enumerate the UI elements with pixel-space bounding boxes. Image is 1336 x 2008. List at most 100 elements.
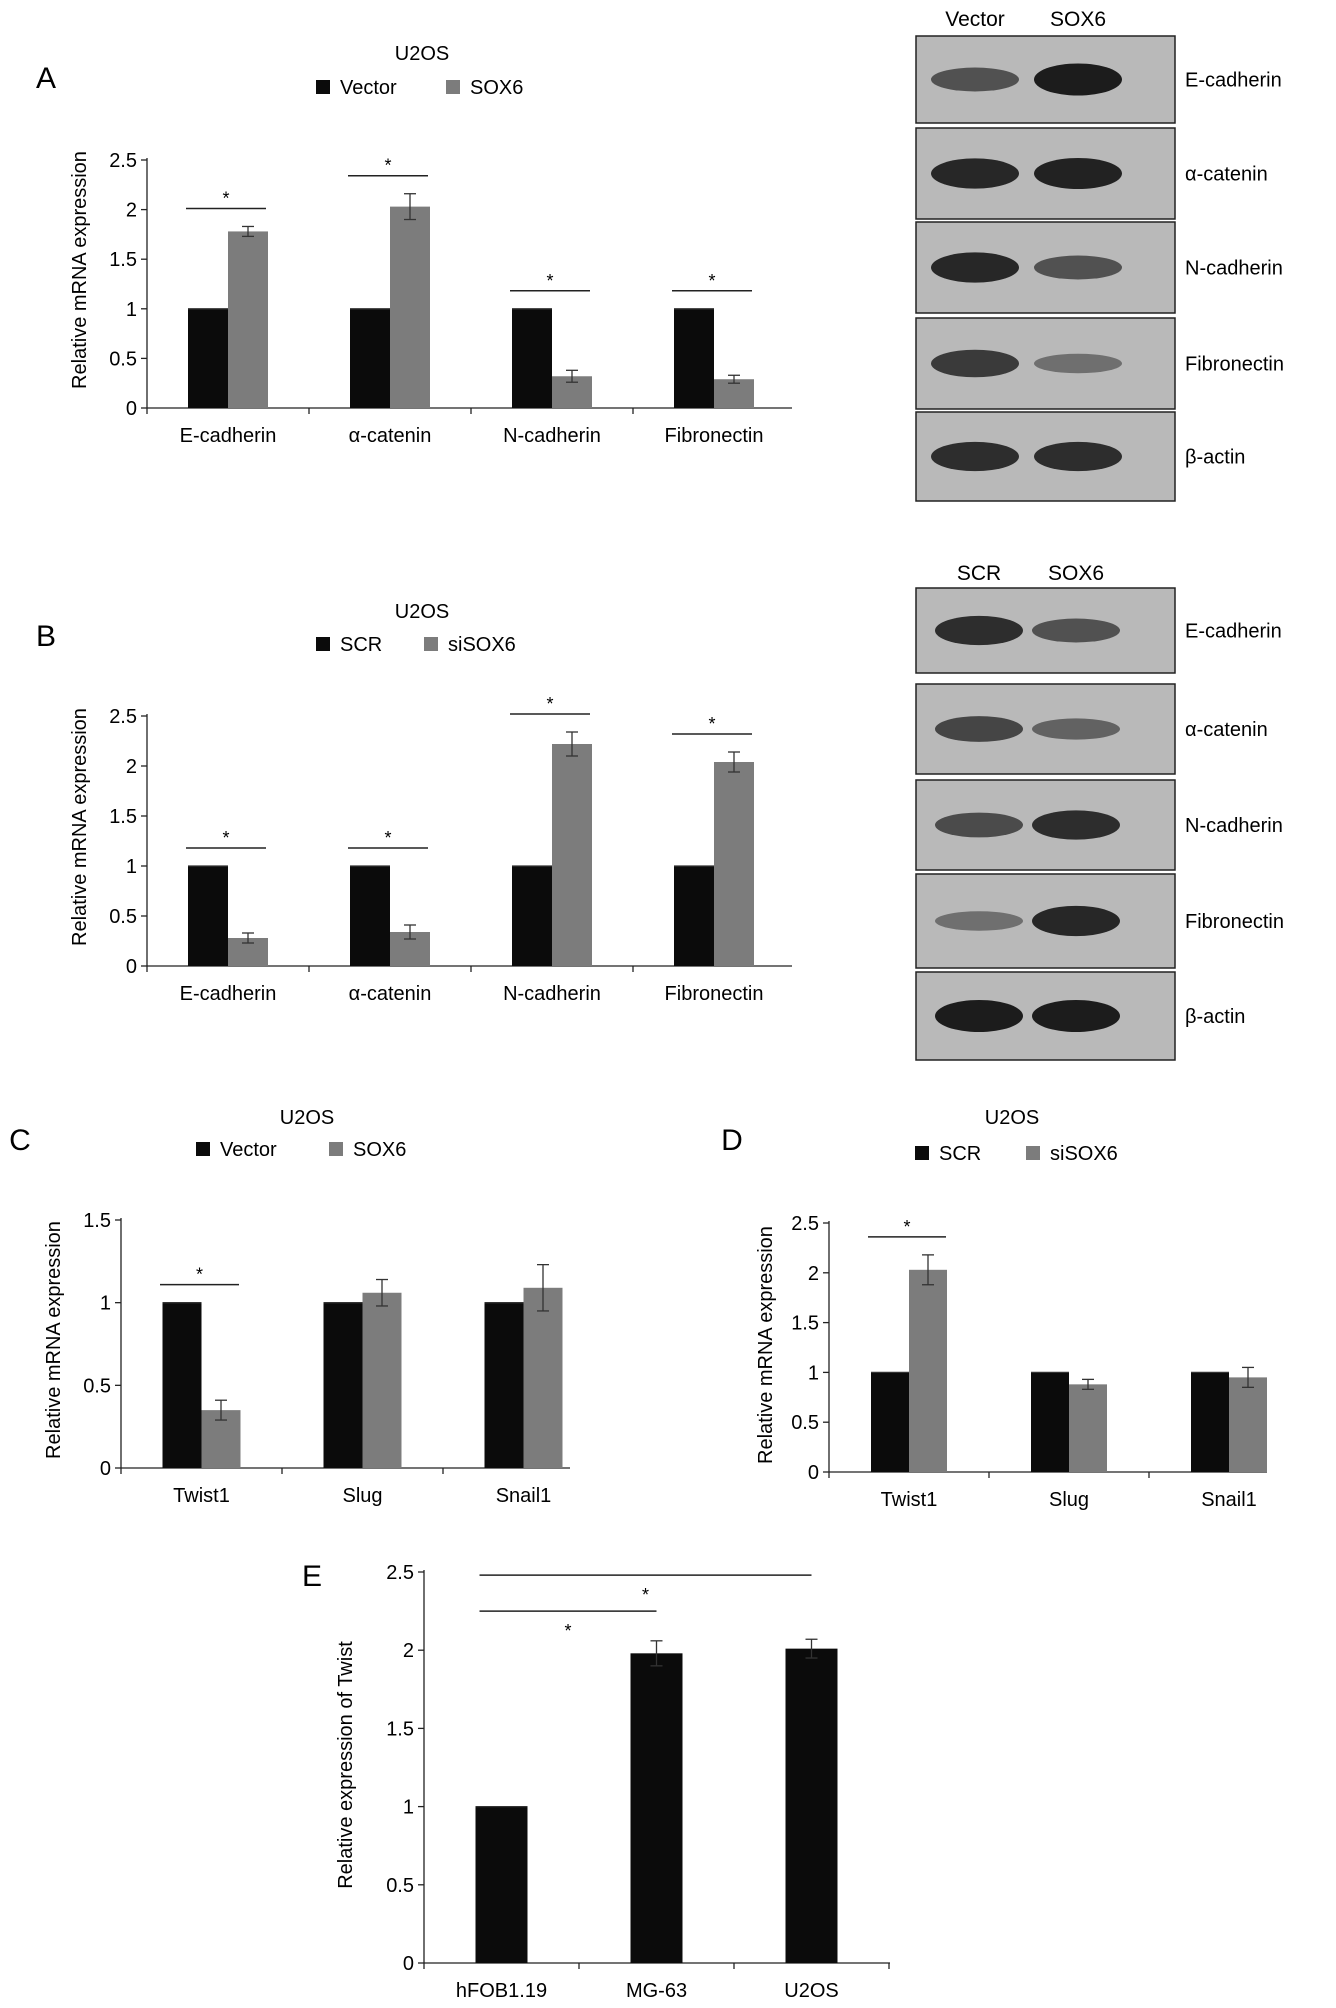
y-tick-label: 2.5 — [109, 150, 137, 172]
y-tick-label: 2 — [126, 200, 137, 222]
y-tick-label: 0.5 — [791, 1412, 819, 1434]
y-tick-label: 2 — [403, 1640, 414, 1662]
blot-column-label: SOX6 — [1048, 562, 1104, 585]
blot-row-label: E-cadherin — [1185, 621, 1282, 643]
y-axis-label: Relative mRNA expression — [69, 151, 91, 389]
blot-band — [935, 615, 1023, 646]
bar-sox6 — [390, 206, 430, 408]
legend-swatch — [1026, 1146, 1040, 1160]
legend-swatch — [329, 1142, 343, 1156]
bar-scr — [871, 1372, 909, 1472]
chart-title: U2OS — [395, 601, 449, 623]
significance-star: * — [642, 1585, 649, 1605]
y-tick-label: 1 — [126, 856, 137, 878]
blot-band — [931, 67, 1019, 92]
blot-band — [931, 158, 1019, 189]
x-tick-label: E-cadherin — [180, 983, 277, 1005]
y-tick-label: 0.5 — [83, 1375, 111, 1397]
blot-column-label: SCR — [957, 562, 1001, 585]
bar-vector — [188, 308, 228, 408]
y-tick-label: 1.5 — [109, 249, 137, 271]
bar-sisox6 — [714, 762, 754, 966]
blot-column-label: SOX6 — [1050, 8, 1106, 31]
y-tick-label: 1.5 — [83, 1210, 111, 1232]
y-tick-label: 2 — [808, 1263, 819, 1285]
significance-star: * — [384, 828, 391, 848]
y-tick-label: 1 — [808, 1362, 819, 1384]
bar-sisox6 — [1069, 1384, 1107, 1472]
y-tick-label: 0.5 — [386, 1875, 414, 1897]
legend-label: SOX6 — [470, 77, 523, 99]
legend-label: siSOX6 — [1050, 1143, 1118, 1165]
significance-star: * — [546, 694, 553, 714]
y-axis-label: Relative mRNA expression — [755, 1226, 777, 1464]
legend-swatch — [915, 1146, 929, 1160]
significance-star: * — [222, 828, 229, 848]
chart-panel-a: A U2OS Vector SOX6 Relative mRNA expression 0… — [36, 43, 792, 447]
blot-band — [935, 716, 1023, 742]
blot-row-label: α-catenin — [1185, 719, 1268, 741]
blot-panel-a: Vector SOX6 E-cadherin α-catenin N-cadherin F… — [915, 8, 1284, 502]
x-tick-label: α-catenin — [349, 425, 432, 447]
x-tick-label: hFOB1.19 — [456, 1980, 547, 2002]
blot-row-label: Fibronectin — [1185, 354, 1284, 376]
blot-panel-b: SCR SOX6 E-cadherin α-catenin N-cadherin Fibr… — [915, 562, 1284, 1061]
blot-row-label: N-cadherin — [1185, 258, 1283, 280]
bar-sox6 — [714, 379, 754, 408]
bar-sox6 — [362, 1292, 402, 1468]
panel-letter: D — [721, 1124, 743, 1157]
y-tick-label: 1 — [126, 299, 137, 321]
bar-vector — [350, 308, 390, 408]
legend-swatch — [446, 80, 460, 94]
blot-column-label: Vector — [945, 8, 1005, 31]
blot-band — [931, 252, 1019, 283]
blot-band — [935, 1000, 1023, 1032]
bar-sox6 — [523, 1287, 563, 1468]
x-tick-label: E-cadherin — [180, 425, 277, 447]
chart-title: U2OS — [280, 1107, 334, 1129]
significance-star: * — [546, 271, 553, 291]
panel-letter: A — [36, 62, 56, 95]
y-tick-label: 0.5 — [109, 348, 137, 370]
y-tick-label: 0 — [126, 956, 137, 978]
legend-swatch — [196, 1142, 210, 1156]
y-tick-label: 2.5 — [791, 1213, 819, 1235]
significance-star: * — [903, 1217, 910, 1237]
y-tick-label: 1.5 — [386, 1718, 414, 1740]
y-axis-label: Relative mRNA expression — [43, 1221, 65, 1459]
blot-band — [935, 911, 1023, 931]
bar-vector — [323, 1302, 363, 1468]
blot-band — [1034, 441, 1122, 472]
bar-scr — [674, 866, 714, 966]
y-tick-label: 1 — [403, 1797, 414, 1819]
y-tick-label: 0 — [126, 398, 137, 420]
y-tick-label: 0.5 — [109, 906, 137, 928]
bar-scr — [1191, 1372, 1229, 1472]
blot-row-label: β-actin — [1185, 447, 1245, 469]
y-tick-label: 0 — [403, 1953, 414, 1975]
x-tick-label: Fibronectin — [665, 983, 764, 1005]
bar-scr — [512, 866, 552, 966]
chart-panel-b: B U2OS SCR siSOX6 Relative mRNA expression 0 0… — [36, 601, 792, 1005]
chart-panel-e: E Relative expression of Twist 0 0.5 1 1.5 2 2.… — [302, 1560, 890, 2002]
y-tick-label: 1.5 — [791, 1313, 819, 1335]
legend-swatch — [316, 637, 330, 651]
blot-band — [935, 812, 1023, 838]
x-tick-label: Snail1 — [496, 1485, 552, 1507]
bar-scr — [188, 866, 228, 966]
bar-vector — [162, 1302, 202, 1468]
blot-band — [1032, 810, 1120, 840]
blot-row-label: E-cadherin — [1185, 70, 1282, 92]
chart-title: U2OS — [985, 1107, 1039, 1129]
panel-letter: B — [36, 620, 56, 653]
bar-value — [785, 1648, 838, 1963]
legend-label: siSOX6 — [448, 634, 516, 656]
bar-vector — [512, 308, 552, 408]
bar-sox6 — [228, 231, 268, 408]
blot-band — [1034, 157, 1122, 190]
blot-band — [931, 441, 1019, 472]
x-tick-label: MG-63 — [626, 1980, 687, 2002]
